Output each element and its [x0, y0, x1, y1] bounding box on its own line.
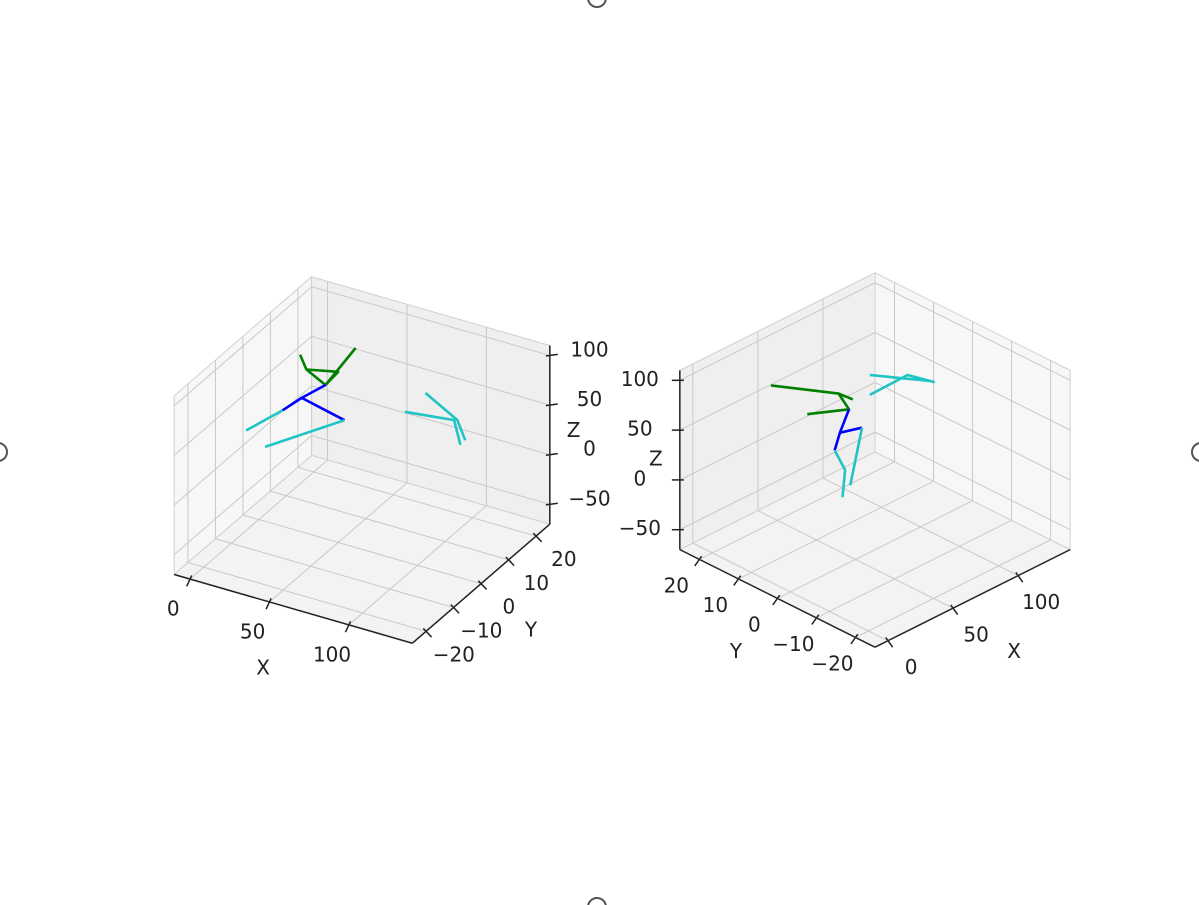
- grid-line: [311, 286, 550, 356]
- grid-line: [855, 539, 1051, 638]
- grid-line: [297, 466, 537, 537]
- tick-mark: [545, 502, 558, 506]
- grid-line: [874, 381, 1071, 481]
- handle: [0, 442, 8, 462]
- grid-line: [311, 335, 550, 406]
- skeleton-line: [298, 347, 357, 387]
- grid-line: [187, 562, 427, 632]
- axis-label: X: [256, 655, 270, 679]
- tick-label: 100: [570, 337, 608, 361]
- tick-label: 50: [240, 619, 265, 643]
- tick-mark: [265, 598, 272, 610]
- skeleton-line: [833, 408, 863, 451]
- tick-label: 100: [1022, 590, 1060, 614]
- tick-mark: [505, 556, 515, 567]
- tick-mark: [545, 353, 558, 357]
- tick-mark: [545, 403, 558, 407]
- tick-label: 50: [627, 417, 652, 441]
- grid-line: [816, 519, 1012, 619]
- tick-mark: [450, 604, 460, 614]
- grid-line: [270, 490, 509, 561]
- tick-mark: [545, 452, 558, 456]
- tick-mark: [477, 580, 488, 590]
- tick-mark: [186, 575, 193, 587]
- tick-label: 0: [633, 466, 646, 490]
- tick-mark: [772, 594, 781, 606]
- grid-line: [874, 282, 1071, 381]
- skeleton-line: [281, 383, 346, 422]
- grid-line: [679, 282, 876, 381]
- grid-line: [679, 431, 876, 531]
- tick-label: −50: [568, 486, 610, 510]
- axis-line: [874, 548, 1071, 648]
- tick-label: 20: [551, 547, 576, 571]
- tick-label: −20: [811, 652, 853, 676]
- plot-3d: 0 50 100 X −20−10 0 10 20 Y −50 0 50 100 Z: [619, 271, 1072, 679]
- tick-mark: [811, 614, 820, 625]
- axis-label: Z: [567, 418, 581, 442]
- tick-mark: [532, 532, 543, 543]
- tick-label: 100: [313, 642, 351, 666]
- grid-line: [173, 435, 312, 556]
- tick-label: 10: [524, 571, 549, 595]
- tick-label: −20: [433, 642, 475, 666]
- axis-label: Y: [524, 618, 538, 642]
- handle: [587, 0, 607, 8]
- tick-label: 50: [577, 387, 602, 411]
- tick-label: 0: [583, 437, 596, 461]
- grid-line: [242, 514, 482, 585]
- handle: [1191, 442, 1199, 462]
- tick-label: 50: [963, 622, 988, 646]
- axis-line: [173, 573, 413, 644]
- tick-label: 0: [167, 596, 180, 620]
- grid-line: [311, 385, 550, 456]
- tick-label: −50: [619, 516, 661, 540]
- skeleton-line: [833, 373, 936, 498]
- grid-line: [173, 335, 312, 456]
- tick-label: 0: [748, 613, 761, 637]
- tick-mark: [885, 637, 894, 648]
- skeleton-line: [770, 384, 854, 416]
- grid-line: [738, 480, 934, 580]
- grid-line: [311, 435, 550, 505]
- tick-mark: [950, 604, 959, 616]
- grid-line: [874, 332, 1071, 431]
- tick-mark: [733, 575, 742, 586]
- grid-line: [679, 332, 876, 431]
- tick-mark: [1015, 571, 1024, 583]
- grid-line: [777, 500, 973, 599]
- tick-mark: [694, 555, 703, 567]
- tick-label: 20: [664, 574, 689, 598]
- axis-label: X: [1007, 639, 1021, 663]
- tick-label: 0: [502, 595, 515, 619]
- tick-label: −10: [772, 632, 814, 656]
- tick-mark: [850, 633, 859, 645]
- grid-line: [173, 286, 312, 407]
- handle: [587, 897, 607, 905]
- tick-label: 10: [703, 593, 728, 617]
- grid-line: [215, 538, 454, 608]
- tick-mark: [422, 627, 433, 638]
- tick-label: −10: [460, 618, 502, 642]
- axis-label: Z: [649, 447, 663, 471]
- tick-mark: [344, 620, 352, 633]
- tick-label: 100: [621, 367, 659, 391]
- skeleton-line: [245, 392, 467, 449]
- axis-label: Y: [729, 639, 743, 663]
- grid-line: [699, 461, 895, 560]
- tick-label: 0: [905, 655, 918, 679]
- grid-line: [874, 431, 1071, 531]
